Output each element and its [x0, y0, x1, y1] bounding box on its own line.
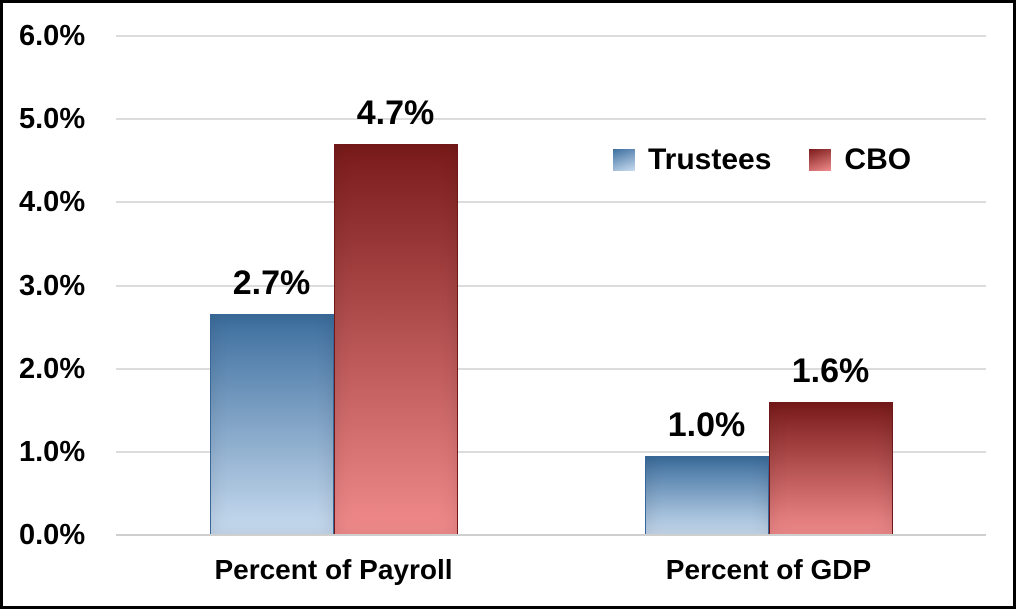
- bar-cbo-percent-of-gdp: [768, 401, 893, 535]
- category-label-percent-of-gdp: Percent of GDP: [665, 554, 872, 585]
- legend-item-trustees: Trustees: [613, 142, 771, 178]
- y-tick-label-3.0%: 3.0%: [19, 269, 86, 302]
- data-label-cbo-percent-of-gdp: 1.6%: [791, 351, 870, 390]
- gridline-2.0%: [116, 367, 986, 370]
- gridline-6.0%: [116, 35, 986, 37]
- legend-label-trustees: Trustees: [648, 143, 772, 176]
- gridline-5.0%: [116, 118, 986, 121]
- gridline-4.0%: [116, 201, 986, 204]
- bar-trustees-percent-of-payroll: [209, 313, 334, 535]
- y-tick-label-1.0%: 1.0%: [19, 435, 86, 468]
- data-label-trustees-percent-of-payroll: 2.7%: [232, 263, 311, 302]
- category-label-percent-of-payroll: Percent of Payroll: [214, 554, 453, 585]
- y-tick-label-4.0%: 4.0%: [19, 186, 86, 219]
- legend: Trustees CBO: [613, 142, 911, 178]
- legend-swatch-cbo: [809, 149, 832, 171]
- legend-swatch-trustees: [613, 149, 635, 171]
- y-tick-label-5.0%: 5.0%: [19, 103, 86, 136]
- x-axis-line: [116, 534, 986, 536]
- data-label-trustees-percent-of-gdp: 1.0%: [667, 406, 746, 444]
- legend-item-cbo: CBO: [809, 142, 911, 178]
- gridline-3.0%: [116, 284, 986, 287]
- y-tick-label-6.0%: 6.0%: [19, 20, 86, 52]
- data-label-cbo-percent-of-payroll: 4.7%: [356, 94, 435, 133]
- plot-area: 2.7% 4.7% 1.0% 1.6%: [116, 35, 986, 536]
- y-tick-label-0.0%: 0.0%: [19, 519, 86, 551]
- legend-label-cbo: CBO: [844, 143, 912, 176]
- y-tick-label-2.0%: 2.0%: [19, 352, 86, 385]
- bar-trustees-percent-of-gdp: [644, 456, 769, 535]
- gridline-1.0%: [116, 450, 986, 453]
- bar-cbo-percent-of-payroll: [333, 144, 458, 535]
